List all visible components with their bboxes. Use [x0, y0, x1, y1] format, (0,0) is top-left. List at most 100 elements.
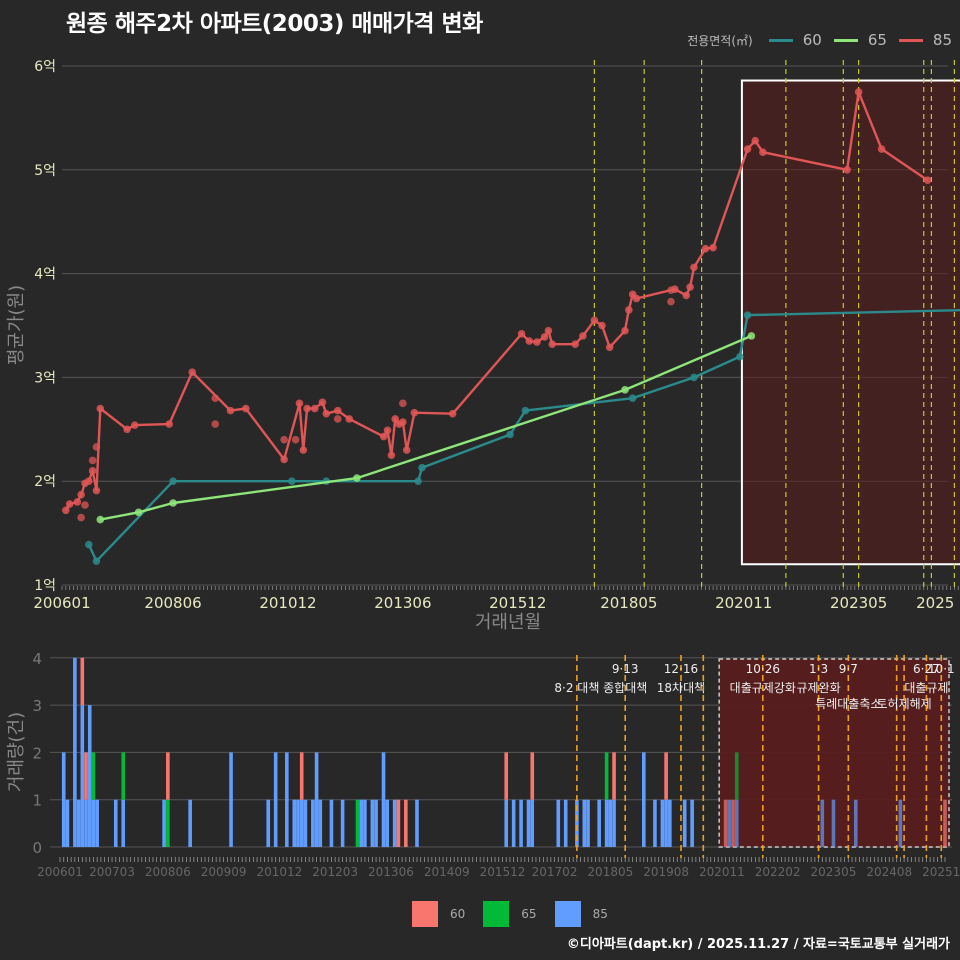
volume-bar	[318, 799, 323, 847]
x-tick-label: 201409	[424, 865, 470, 879]
data-point	[621, 326, 629, 335]
volume-bar	[121, 799, 126, 847]
volume-legend: 60 65 85	[412, 901, 626, 927]
x-tick-label: 201805	[587, 865, 633, 879]
y-tick-label: 6억	[34, 59, 56, 75]
volume-bar	[668, 799, 672, 847]
policy-date-label: 10·1	[928, 662, 955, 676]
scatter-point	[211, 420, 219, 428]
volume-legend-label-60: 60	[450, 907, 466, 921]
volume-bar	[285, 752, 289, 847]
volume-bar	[597, 799, 601, 847]
data-point	[625, 306, 633, 314]
scatter-point	[211, 394, 219, 402]
data-point	[123, 425, 131, 434]
volume-bar	[734, 799, 739, 847]
volume-bar	[943, 799, 947, 847]
volume-bar	[415, 799, 419, 847]
volume-bar	[84, 799, 88, 847]
y-tick-label: 1	[32, 792, 42, 810]
data-point	[743, 311, 752, 319]
y-tick-label: 3	[32, 697, 42, 715]
data-point	[590, 316, 599, 325]
volume-bar	[690, 799, 694, 847]
volume-bar	[61, 752, 66, 847]
volume-bar	[273, 752, 278, 847]
data-point	[387, 451, 396, 460]
volume-bar	[188, 799, 192, 847]
data-point	[632, 294, 641, 303]
policy-name-label: 대출규제	[904, 681, 948, 695]
volume-bar	[355, 799, 360, 847]
data-point	[533, 338, 541, 346]
x-tick-label: 201805	[600, 594, 657, 612]
data-point	[923, 176, 932, 184]
data-point	[85, 540, 93, 549]
volume-bar	[504, 752, 509, 800]
volume-bar	[229, 752, 233, 847]
policy-name-label: 대출규제강화	[730, 681, 796, 695]
volume-bar	[363, 799, 367, 847]
data-point	[92, 486, 101, 495]
policy-name-label: 규제완화	[796, 681, 840, 695]
volume-bar	[731, 799, 735, 847]
volume-bar	[162, 799, 166, 847]
data-point	[96, 515, 105, 524]
price-legend: 전용면적(㎡) 60 65 85	[687, 31, 952, 49]
data-point	[548, 340, 557, 348]
x-axis-title: 거래년월	[475, 612, 541, 633]
data-point	[295, 399, 304, 408]
data-point	[188, 368, 197, 377]
data-point	[571, 340, 580, 348]
data-point	[242, 404, 250, 413]
data-point	[399, 418, 407, 426]
data-point	[517, 330, 526, 338]
volume-bar	[87, 705, 92, 847]
data-point	[751, 136, 760, 145]
volume-bar	[820, 799, 825, 847]
data-point	[410, 408, 419, 417]
volume-bar	[563, 799, 568, 847]
x-tick-label: 201012	[256, 865, 302, 879]
policy-date-label: 1·3	[809, 662, 828, 676]
price-line-chart: 1억 2억 3억 4억 5억 6억 200601 200806 201012 201306 2015…	[6, 59, 960, 633]
volume-bar	[519, 799, 523, 847]
volume-bar	[91, 799, 96, 847]
volume-legend-label-85: 85	[592, 907, 608, 921]
volume-bar	[166, 752, 170, 800]
data-point	[280, 455, 288, 464]
data-point	[288, 477, 296, 486]
volume-bar	[604, 799, 609, 847]
data-point	[525, 337, 534, 345]
scatter-point	[280, 435, 288, 444]
data-point	[322, 409, 331, 418]
y-tick-label: 0	[32, 839, 42, 857]
data-point	[318, 398, 327, 407]
volume-bar	[582, 799, 587, 847]
volume-bar	[511, 799, 516, 847]
scatter-point	[399, 399, 407, 408]
volume-bar	[404, 799, 408, 847]
data-point	[383, 426, 392, 435]
chart-title: 원종 해주2차 아파트(2003) 매매가격 변화	[66, 11, 483, 37]
scatter-point	[667, 297, 675, 306]
data-point	[701, 244, 710, 253]
volume-bar	[95, 799, 99, 847]
volume-bar	[374, 799, 378, 847]
x-tick-label: 201512	[489, 594, 546, 612]
data-point	[333, 406, 342, 415]
x-tick-label: 201512	[480, 865, 526, 879]
scatter-point	[92, 443, 101, 451]
volume-bar	[121, 752, 126, 800]
volume-bar	[385, 799, 390, 847]
x-tick-label: 200806	[145, 865, 191, 879]
volume-bar	[575, 799, 579, 847]
data-point	[88, 467, 97, 475]
y-axis-title: 평균가(원)	[6, 285, 27, 365]
x-tick-label: 201306	[368, 865, 414, 879]
y-tick-label: 4	[32, 650, 42, 668]
scatter-point	[77, 513, 85, 522]
volume-bar	[396, 799, 401, 847]
data-point	[540, 333, 549, 341]
source-footer: ©디아파트(dapt.kr) / 2025.11.27 / 자료=국토교통부 실…	[566, 937, 950, 952]
